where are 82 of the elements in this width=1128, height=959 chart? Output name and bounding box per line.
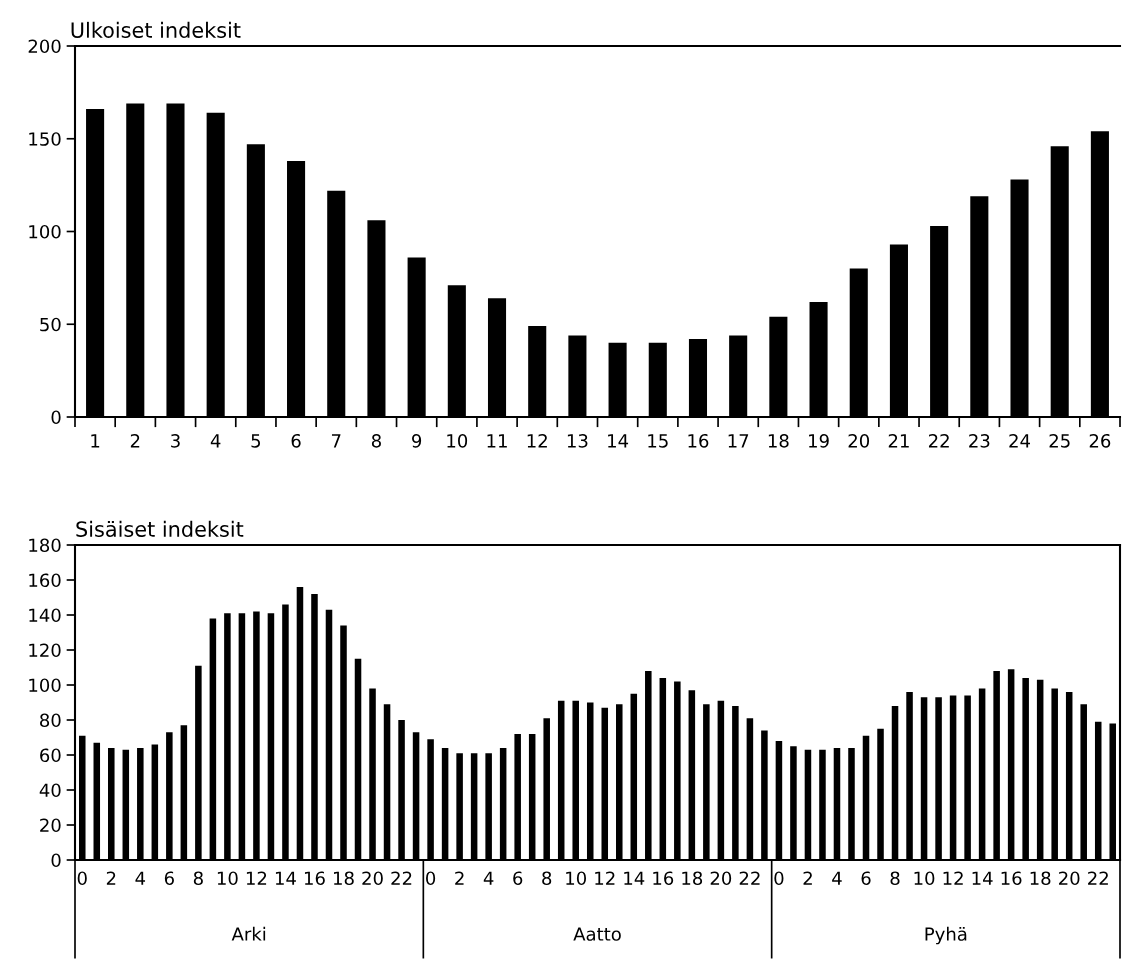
x-tick-label: 20 [1059, 871, 1080, 886]
x-tick-label: 23 [969, 433, 990, 448]
x-tick-label: 22 [928, 433, 949, 448]
x-tick-label: 22 [739, 871, 760, 885]
y-tick-label: 0 [51, 853, 61, 868]
x-tick-label: 12 [943, 871, 963, 885]
x-tick-label: 2 [130, 433, 140, 448]
x-tick-label: 1 [91, 434, 100, 448]
x-tick-label: 8 [542, 871, 552, 886]
text: Arki [231, 926, 266, 941]
x-tick-label: 9 [412, 433, 422, 448]
x-tick-label: 22 [1088, 871, 1108, 885]
text: Pyhä [925, 926, 967, 945]
y-tick-label: 160 [29, 573, 61, 588]
x-tick-label: 21 [888, 433, 909, 448]
x-tick-label: 4 [135, 871, 146, 885]
x-tick-label: 14 [972, 871, 993, 885]
x-tick-label: 8 [371, 433, 381, 448]
x-tick-label: 2 [455, 871, 464, 885]
x-tick-label: 8 [193, 871, 203, 886]
x-tick-label: 10 [447, 433, 468, 448]
x-tick-label: 11 [487, 434, 507, 448]
x-tick-label: 22 [391, 871, 412, 885]
x-tick-label: 3 [171, 433, 180, 448]
x-tick-label: 16 [653, 871, 674, 886]
x-tick-label: 16 [304, 871, 325, 886]
x-tick-label: 6 [291, 433, 301, 448]
x-tick-label: 20 [710, 871, 732, 886]
x-tick-label: 14 [275, 871, 296, 885]
x-tick-label: 17 [728, 434, 749, 448]
x-tick-label: 10 [566, 871, 587, 886]
x-tick-label: 18 [682, 871, 703, 886]
x-tick-label: 14 [624, 871, 645, 885]
y-tick-label: 100 [29, 678, 61, 693]
x-tick-label: 12 [595, 871, 615, 885]
x-tick-label: 6 [513, 871, 523, 886]
y-tick-label: 100 [29, 224, 61, 239]
x-tick-label: 10 [217, 871, 238, 886]
x-tick-label: 18 [1030, 871, 1051, 886]
y-tick-label: 20 [40, 818, 61, 833]
x-tick-label: 12 [527, 433, 547, 448]
x-tick-label: 12 [246, 871, 267, 885]
x-tick-label: 20 [848, 433, 870, 448]
x-tick-label: 24 [1009, 433, 1030, 448]
y-tick-label: 0 [51, 410, 61, 425]
y-tick-label: 140 [29, 608, 61, 623]
x-tick-label: 6 [861, 871, 871, 886]
x-tick-label: 4 [210, 434, 221, 448]
x-tick-label: 16 [688, 433, 709, 448]
chart-title: Ulkoiset indeksit [71, 21, 241, 38]
chart-title: Sisäiset indeksit [76, 520, 244, 537]
x-tick-label: 7 [331, 434, 341, 448]
x-tick-label: 0 [426, 871, 436, 886]
x-tick-label: 4 [832, 871, 842, 885]
y-tick-label: 80 [40, 713, 61, 728]
x-tick-label: 10 [914, 871, 935, 886]
x-tick-label: 8 [890, 871, 900, 886]
x-tick-label: 19 [809, 433, 829, 448]
x-tick-label: 6 [164, 871, 174, 886]
x-tick-label: 2 [803, 871, 812, 885]
x-tick-label: 18 [768, 433, 789, 448]
y-tick-label: 180 [29, 538, 61, 553]
x-tick-label: 25 [1049, 433, 1070, 448]
x-tick-label: 20 [362, 871, 383, 886]
x-tick-label: 4 [483, 871, 494, 885]
x-tick-label: 13 [567, 433, 588, 448]
x-tick-label: 26 [1089, 433, 1111, 448]
text: Aatto [573, 927, 621, 941]
x-tick-label: 15 [648, 434, 668, 448]
x-tick-label: 18 [334, 871, 354, 886]
x-tick-label: 5 [251, 434, 261, 448]
y-tick-label: 60 [40, 748, 61, 763]
x-tick-label: 2 [106, 871, 116, 885]
x-tick-label: 0 [77, 871, 87, 886]
y-tick-label: 40 [39, 783, 61, 798]
y-tick-label: 50 [40, 317, 61, 332]
y-tick-label: 120 [29, 643, 61, 658]
x-tick-label: 0 [774, 871, 784, 886]
x-tick-label: 14 [608, 434, 629, 448]
y-tick-label: 150 [29, 132, 61, 146]
x-tick-label: 16 [1001, 871, 1022, 886]
y-tick-label: 200 [28, 39, 61, 54]
